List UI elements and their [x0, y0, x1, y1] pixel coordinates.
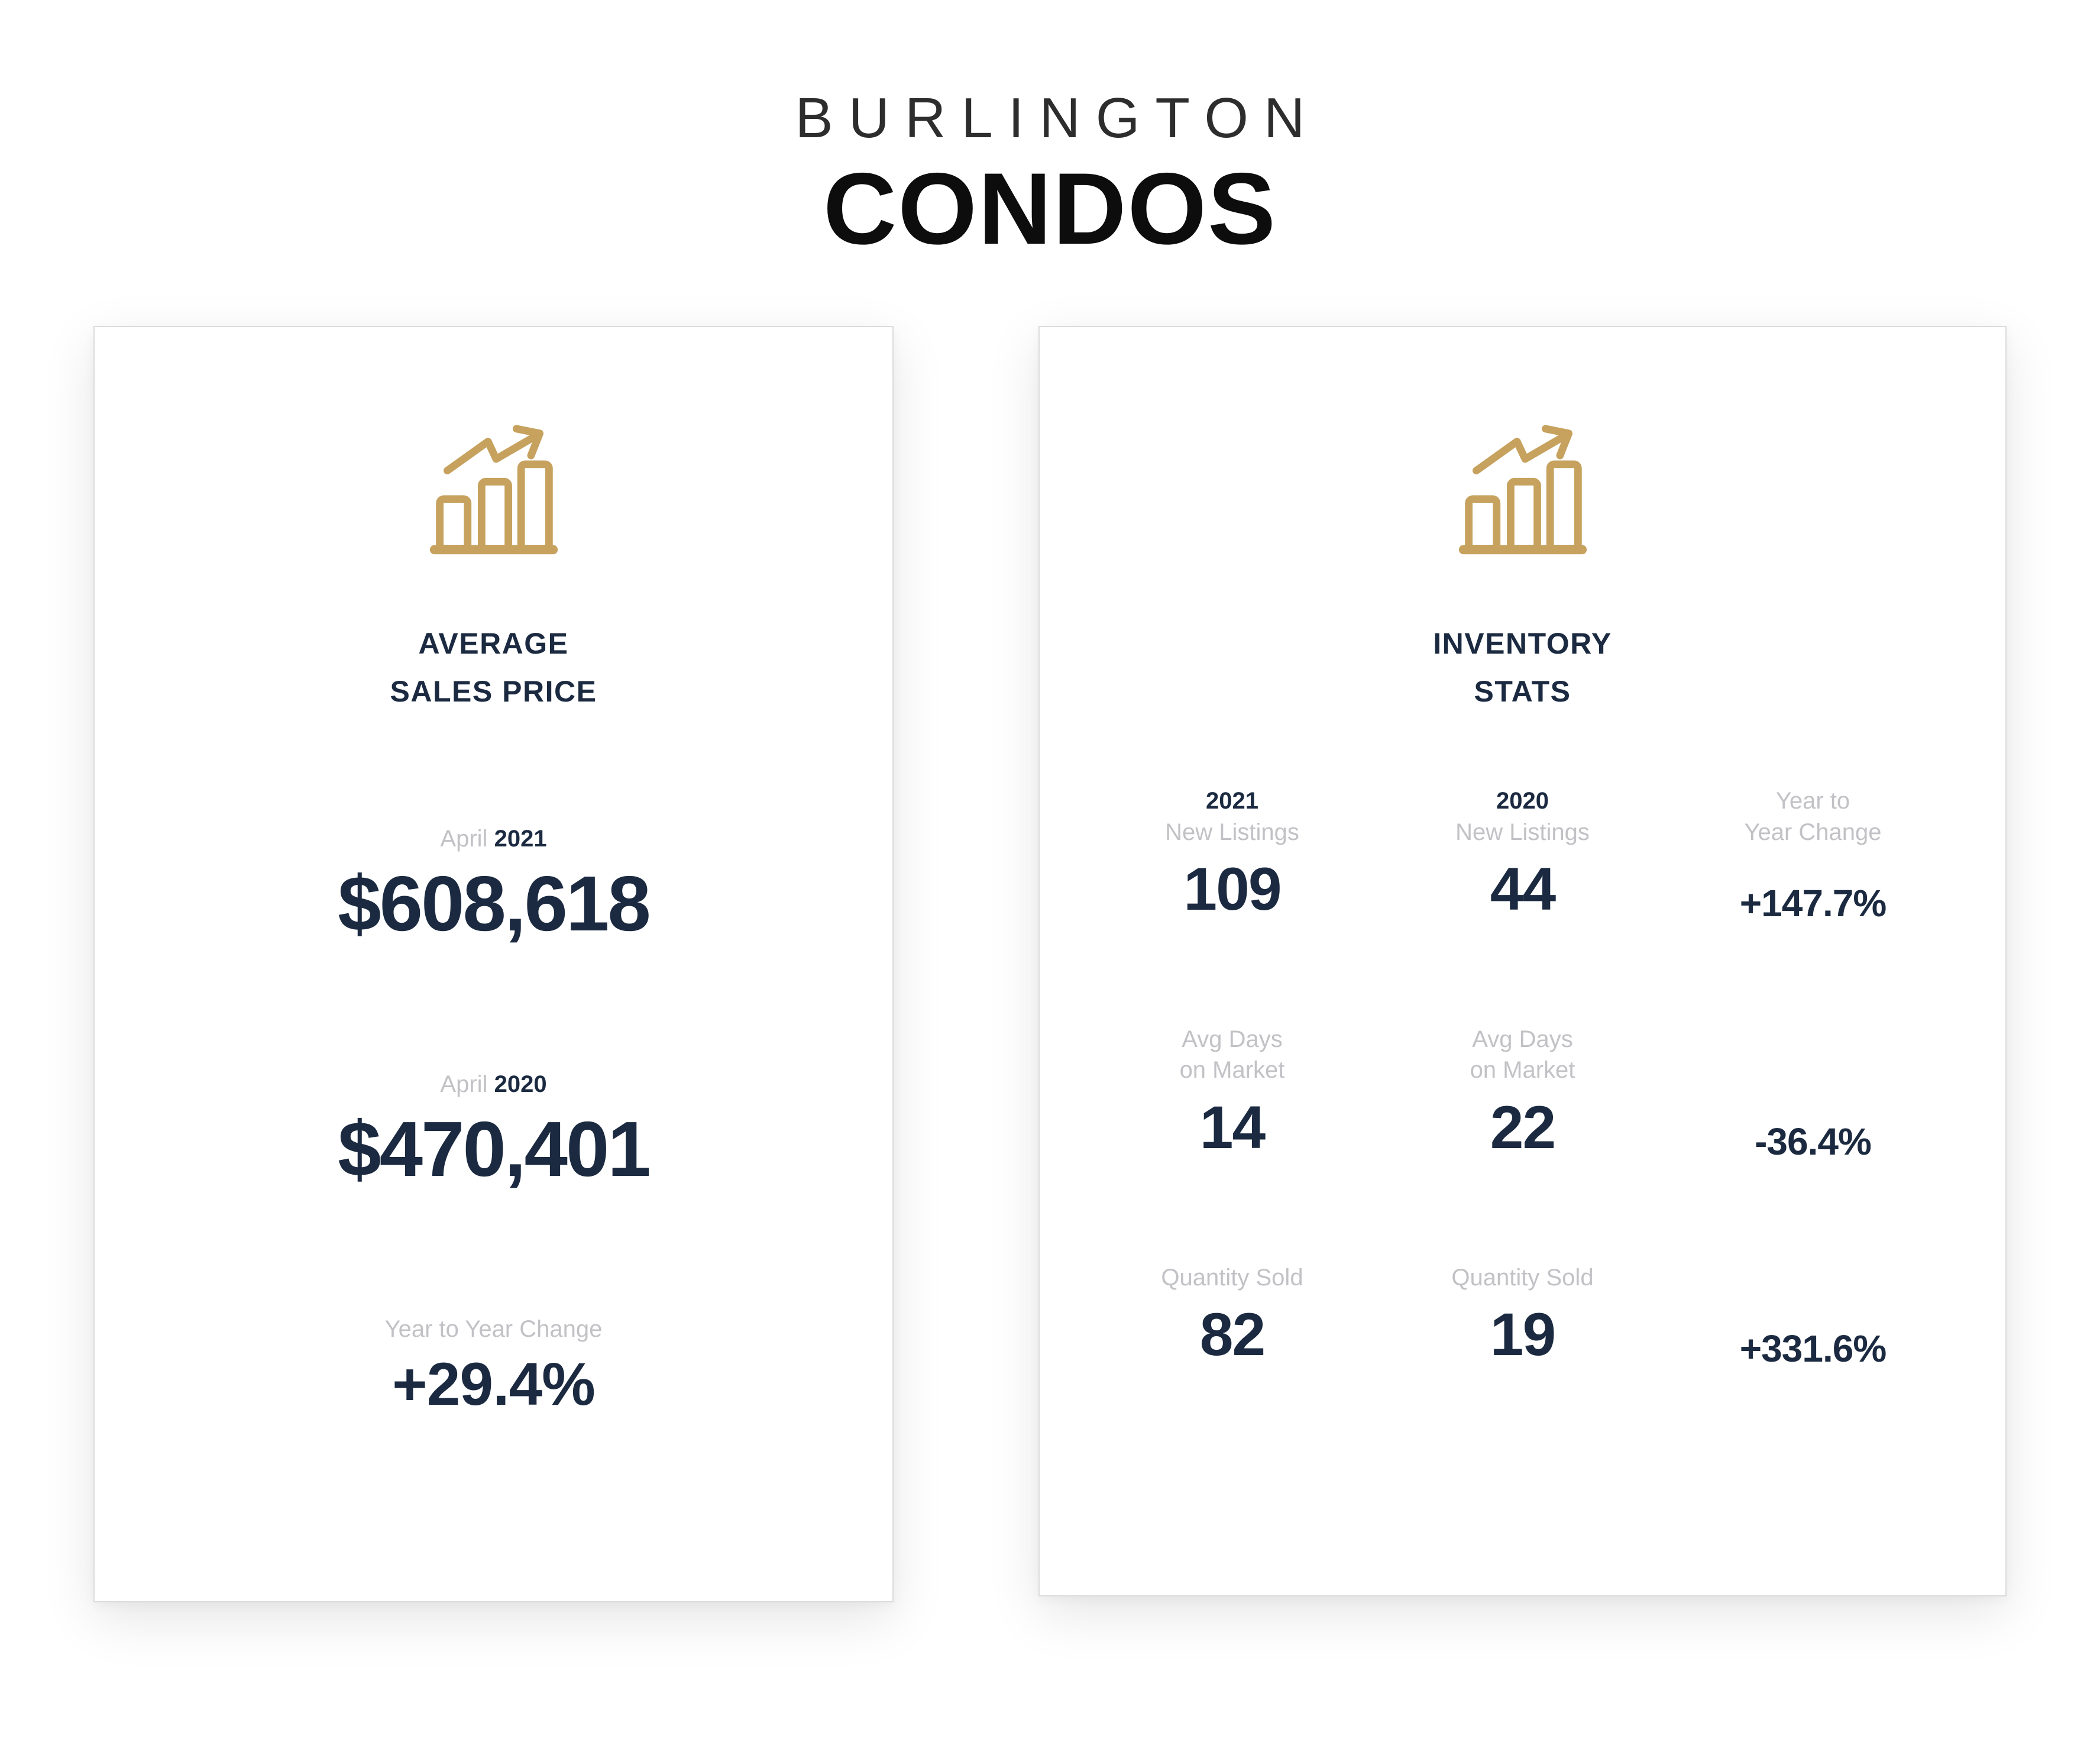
cell-value-new-listings-2020: 44 [1490, 855, 1556, 923]
inventory-row-avg-days: Avg Days on Market 14 Avg Days on Market… [1087, 1024, 1958, 1163]
cell-value-quantity-sold-2020: 19 [1490, 1301, 1556, 1369]
cell-2021-avg-days: Avg Days on Market 14 [1087, 1024, 1377, 1163]
cell-value-avg-days-change: -36.4% [1755, 1120, 1872, 1163]
cell-metric-label: Quantity Sold [1161, 1264, 1303, 1291]
cell-new-listings-change: Year to Year Change +147.7% [1668, 786, 1958, 925]
cell-2020-quantity-sold: Quantity Sold 19 [1377, 1262, 1668, 1370]
inventory-row-quantity-sold: Quantity Sold 82 Quantity Sold 19 +331.6… [1087, 1262, 1958, 1370]
stat-value-price-change: +29.4% [392, 1350, 596, 1418]
stat-label-month: April [440, 1071, 488, 1097]
cell-change-label-line1: Year to [1775, 787, 1850, 814]
stat-label: Year to Year Change [95, 1314, 892, 1344]
cell-value-avg-days-2020: 22 [1490, 1094, 1556, 1162]
inventory-stats-card: INVENTORY STATS 2021 New Listings 109 20… [1038, 325, 2007, 1596]
cell-metric-label-line2: on Market [1470, 1057, 1575, 1084]
cell-2021-new-listings: 2021 New Listings 109 [1087, 786, 1377, 925]
cell-year-label: 2020 [1496, 787, 1549, 814]
bar-chart-trend-up-icon [1454, 425, 1591, 560]
cell-value-new-listings-2021: 109 [1183, 855, 1282, 923]
cell-2020-new-listings: 2020 New Listings 44 [1377, 786, 1668, 925]
stat-label-year: 2021 [494, 825, 547, 852]
page-title-segment: CONDOS [823, 151, 1277, 266]
cell-avg-days-change: -36.4% [1668, 1024, 1958, 1163]
page-title-block: BURLINGTON CONDOS [0, 0, 2100, 260]
stat-value-2021-price: $608,618 [338, 859, 651, 947]
cell-metric-label-line1: Avg Days [1472, 1026, 1573, 1052]
cell-value-new-listings-change: +147.7% [1739, 882, 1887, 925]
stat-year-to-year-change: Year to Year Change +29.4% [95, 1314, 892, 1418]
cell-quantity-sold-change: +331.6% [1668, 1262, 1958, 1370]
stat-value-2020-price: $470,401 [338, 1105, 651, 1192]
sales-price-stats: April 2021 $608,618 April 2020 $470,401 … [95, 823, 892, 1418]
page-title-city: BURLINGTON [795, 86, 1321, 150]
inventory-grid: 2021 New Listings 109 2020 New Listings … [1040, 786, 2005, 1370]
stat-label: April 2020 [95, 1069, 892, 1100]
average-sales-price-card: AVERAGE SALES PRICE April 2021 $608,618 … [93, 325, 894, 1602]
stat-label-text: Year to Year Change [384, 1316, 603, 1343]
card-heading-line1: AVERAGE [418, 626, 569, 660]
cell-change-label-line2: Year Change [1744, 819, 1882, 845]
cell-year-label: 2021 [1206, 787, 1258, 814]
card-heading-line2: STATS [1474, 674, 1571, 708]
stat-april-2021: April 2021 $608,618 [95, 823, 892, 948]
card-heading-inventory-stats: INVENTORY STATS [1040, 620, 2005, 716]
cell-metric-label-line2: on Market [1179, 1057, 1285, 1084]
cell-metric-label: New Listings [1165, 819, 1299, 845]
cell-2020-avg-days: Avg Days on Market 22 [1377, 1024, 1668, 1163]
card-heading-average-sales-price: AVERAGE SALES PRICE [95, 620, 892, 716]
stat-april-2020: April 2020 $470,401 [95, 1069, 892, 1193]
bar-chart-trend-up-icon [425, 425, 562, 560]
card-heading-line1: INVENTORY [1433, 626, 1612, 660]
cell-metric-label-line1: Avg Days [1182, 1026, 1283, 1052]
cell-value-quantity-sold-2021: 82 [1199, 1301, 1266, 1369]
cell-metric-label: Quantity Sold [1451, 1264, 1594, 1291]
cards-container: AVERAGE SALES PRICE April 2021 $608,618 … [0, 325, 2100, 1602]
stat-label-month: April [440, 825, 488, 852]
stat-label: April 2021 [95, 823, 892, 854]
cell-metric-label: New Listings [1455, 819, 1590, 845]
stat-label-year: 2020 [494, 1071, 547, 1097]
cell-value-avg-days-2021: 14 [1199, 1094, 1266, 1162]
inventory-row-new-listings: 2021 New Listings 109 2020 New Listings … [1087, 786, 1958, 925]
cell-value-quantity-sold-change: +331.6% [1739, 1327, 1887, 1370]
cell-2021-quantity-sold: Quantity Sold 82 [1087, 1262, 1377, 1370]
card-heading-line2: SALES PRICE [390, 674, 597, 708]
